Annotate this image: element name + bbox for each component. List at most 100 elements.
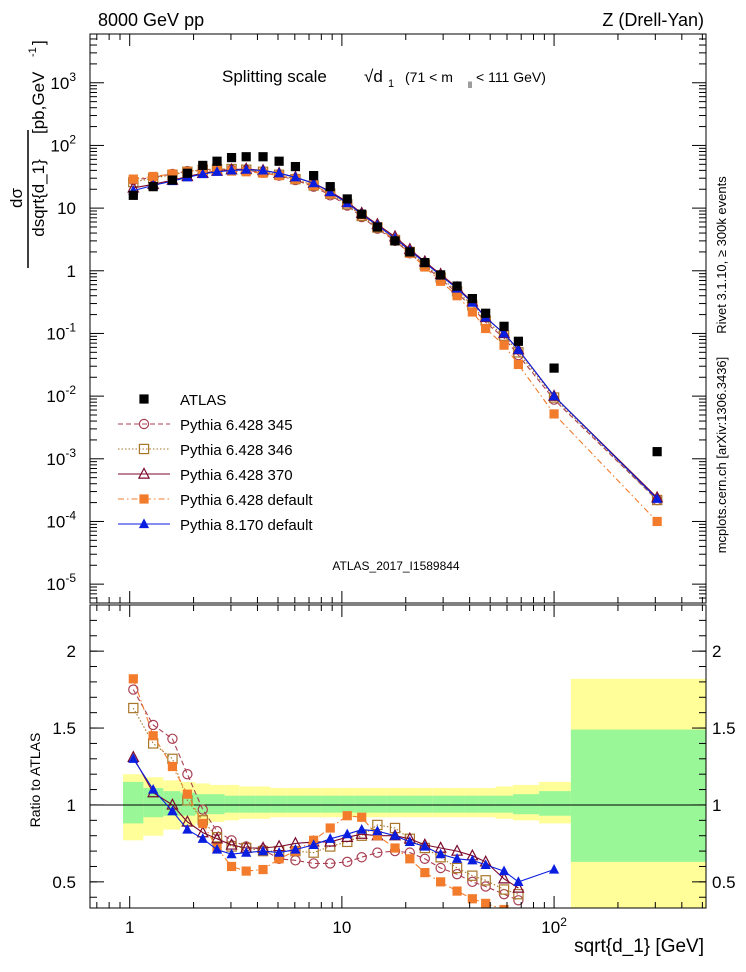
main-y-axis-label: dσ dsqrt{d_1} [pb,GeV -1 ] (7, 40, 48, 268)
title-range: (71 < m (405, 69, 453, 85)
data-point (308, 839, 319, 850)
data-point (513, 336, 523, 346)
ratio-y-tick-label-right: 0.5 (712, 873, 736, 892)
title-symbol-sub: 1 (388, 78, 394, 90)
data-point (481, 323, 491, 334)
data-point (404, 836, 415, 846)
ratio-y-axis-label: Ratio to ATLAS (27, 733, 43, 828)
ratio-frame (89, 604, 707, 909)
data-point (274, 156, 284, 166)
data-point (128, 684, 139, 695)
legend-entry-0: ATLAS (139, 392, 226, 409)
data-point (148, 783, 159, 794)
legend-marker (138, 518, 150, 529)
data-point (452, 281, 462, 291)
data-point (128, 674, 138, 684)
y-tick-label: 10-3 (46, 446, 76, 469)
band-inner (449, 795, 465, 813)
data-point (652, 447, 662, 457)
data-point (513, 888, 524, 900)
series-4 (128, 753, 560, 886)
legend-marker (139, 394, 149, 404)
data-point (435, 848, 446, 859)
band-inner (386, 795, 403, 813)
data-point (148, 731, 158, 741)
data-point (167, 733, 178, 745)
data-point (197, 833, 208, 843)
data-point (325, 858, 336, 869)
data-point (513, 344, 524, 354)
data-point (481, 898, 491, 908)
data-point (325, 833, 336, 843)
data-point (290, 843, 301, 854)
legend-marker (139, 494, 149, 504)
data-point (467, 876, 478, 888)
data-point (128, 753, 139, 763)
legend-label: ATLAS (180, 392, 226, 409)
title-range-sub: ll (468, 80, 472, 90)
band-inner (495, 795, 513, 813)
data-point (467, 293, 477, 304)
y-tick-label: 102 (50, 132, 76, 155)
data-point (167, 805, 178, 816)
legend: ATLAS Pythia 6.428 345 Pythia 6.428 346 Pyt… (118, 392, 313, 534)
ratio-y-tick-label-right: 1 (712, 796, 721, 815)
data-point (435, 862, 446, 874)
data-point (452, 291, 462, 301)
data-point (513, 359, 523, 370)
title-range-end: < 111 GeV) (476, 69, 546, 85)
data-point (274, 854, 284, 864)
data-point (128, 190, 138, 200)
data-point (467, 307, 477, 317)
band-inner (402, 795, 418, 813)
data-point (197, 804, 208, 815)
legend-label: Pythia 6.428 370 (180, 467, 293, 484)
data-point (342, 811, 352, 821)
band-inner (286, 795, 305, 813)
data-point (308, 858, 319, 869)
uncertainty-bands (123, 678, 706, 908)
band-inner (512, 794, 540, 815)
data-point (452, 886, 462, 896)
legend-marker (138, 443, 150, 455)
svg-text:√d: √d (364, 67, 383, 86)
data-point (325, 182, 335, 192)
data-point (308, 177, 319, 188)
y-tick-label: 1 (67, 262, 76, 281)
data-point (198, 160, 208, 171)
data-point (499, 904, 509, 908)
data-point (389, 830, 401, 840)
legend-label: Pythia 6.428 346 (180, 442, 293, 459)
data-point (211, 166, 223, 176)
data-point (290, 161, 301, 172)
ratio-y-tick-label: 0.5 (52, 873, 76, 892)
data-point (226, 164, 237, 175)
data-point (258, 864, 268, 875)
band-inner (239, 795, 256, 813)
data-point (210, 831, 224, 844)
data-point (147, 719, 159, 731)
data-point (241, 164, 252, 174)
band-inner (570, 729, 706, 862)
data-point (499, 340, 509, 350)
data-point (356, 852, 367, 863)
ylabel-units-sup: -1 (27, 47, 39, 57)
data-point (451, 868, 463, 880)
ratio-series-layer (127, 674, 560, 908)
legend-marker (137, 467, 151, 479)
data-point (498, 884, 510, 895)
ylabel-denominator: dsqrt{d_1} (29, 159, 48, 237)
data-point (342, 828, 353, 839)
rivet-label: Rivet 3.1.10, ≥ 300k events (714, 176, 729, 334)
process-label: Z (Drell-Yan) (602, 10, 704, 30)
data-point (182, 823, 193, 834)
data-point (274, 167, 285, 178)
data-point (167, 761, 178, 772)
band-inner (432, 795, 450, 813)
data-point (342, 856, 353, 868)
data-point (182, 789, 192, 799)
data-point (197, 168, 208, 179)
data-point (241, 866, 251, 876)
data-point (182, 168, 192, 178)
